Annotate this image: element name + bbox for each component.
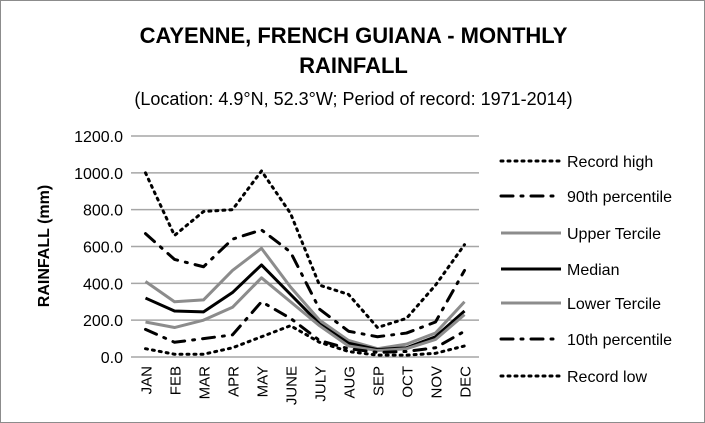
y-tick-label: 800.0 xyxy=(83,203,123,220)
y-tick-label: 600.0 xyxy=(83,240,123,257)
legend-label: Record high xyxy=(567,154,653,171)
chart-title-line2: RAINFALL xyxy=(299,53,408,78)
x-tick-label: NOV xyxy=(429,366,446,399)
x-tick-label: JUNE xyxy=(284,366,301,405)
legend-label: 10th percentile xyxy=(567,332,672,349)
series-line-lower-tercile xyxy=(145,276,466,353)
y-tick-label: 200.0 xyxy=(83,313,123,330)
y-axis-label: RAINFALL (mm) xyxy=(36,185,53,307)
legend-label: Lower Tercile xyxy=(567,296,661,313)
x-tick-label: AUG xyxy=(342,366,359,399)
legend-label: Record low xyxy=(567,369,647,386)
legend-label: 90th percentile xyxy=(567,189,672,206)
y-tick-label: 1200.0 xyxy=(74,129,123,146)
series-line-90th-percentile xyxy=(144,228,466,339)
chart-subtitle: (Location: 4.9°N, 52.3°W; Period of reco… xyxy=(134,89,573,109)
x-tick-label: SEP xyxy=(371,366,388,396)
y-tick-label: 1000.0 xyxy=(74,166,123,183)
x-tick-label: DEC xyxy=(458,366,475,398)
x-tick-label: MAR xyxy=(197,366,214,400)
series-line-record-high xyxy=(144,169,466,330)
x-tick-label: APR xyxy=(226,366,243,397)
legend-label: Median xyxy=(567,262,619,279)
series-line-upper-tercile xyxy=(144,246,466,351)
y-tick-label: 400.0 xyxy=(83,276,123,293)
x-tick-label: JULY xyxy=(313,366,330,402)
x-tick-label: FEB xyxy=(168,366,185,395)
legend-label: Upper Tercile xyxy=(567,226,661,243)
x-tick-label: JAN xyxy=(139,366,156,394)
chart-title-line1: CAYENNE, FRENCH GUIANA - MONTHLY xyxy=(139,23,568,48)
y-tick-label: 0.0 xyxy=(101,350,123,367)
x-tick-label: MAY xyxy=(255,366,272,397)
series-line-10th-percentile xyxy=(144,300,466,354)
series-line-record-low xyxy=(144,324,466,357)
x-tick-label: OCT xyxy=(400,366,417,398)
